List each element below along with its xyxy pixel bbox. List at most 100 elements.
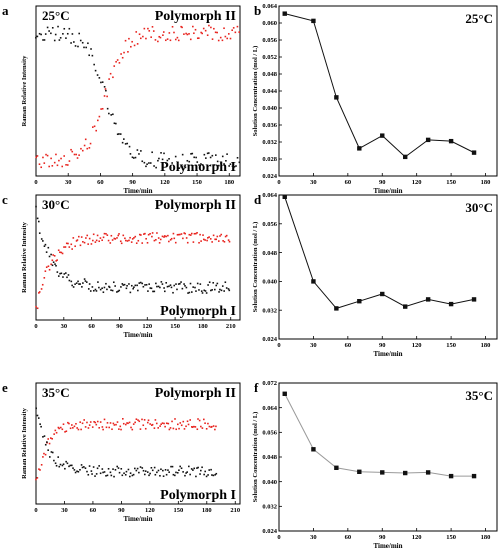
polymorph-ii-point (113, 65, 116, 67)
polymorph-i-point (173, 284, 176, 287)
polymorph-i-point (116, 291, 118, 293)
polymorph-i-point (102, 291, 105, 294)
polymorph-ii-point (67, 242, 69, 245)
x-tick-label: 90 (379, 179, 386, 186)
polymorph-ii-point (115, 60, 117, 63)
polymorph-i-point (164, 469, 167, 471)
concentration-point (311, 279, 316, 284)
polymorph-i-point (210, 468, 212, 471)
polymorph-ii-point (200, 31, 202, 34)
polymorph-ii-point (85, 237, 87, 239)
polymorph-ii-point (225, 234, 228, 237)
polymorph-i-point (132, 157, 135, 159)
polymorph-i-point (143, 473, 146, 476)
x-tick-label: 0 (277, 342, 280, 349)
polymorph-i-point (162, 469, 164, 472)
polymorph-ii-point (213, 27, 215, 30)
polymorph-i-point (96, 467, 99, 470)
polymorph-ii-point (73, 425, 76, 428)
polymorph-i-point (46, 441, 48, 443)
polymorph-ii-point (130, 426, 132, 429)
polymorph-ii-point (53, 433, 55, 435)
polymorph-ii-point (101, 426, 104, 428)
plot-frame (278, 194, 498, 340)
x-tick-label: 0 (277, 534, 280, 541)
polymorph-ii-point (133, 237, 135, 239)
polymorph-ii-point (190, 232, 193, 235)
polymorph-ii-point (63, 155, 65, 157)
polymorph-i-point (169, 284, 172, 286)
polymorph-i-point (76, 470, 78, 473)
polymorph-ii-point (42, 156, 44, 159)
polymorph-i-point (74, 471, 77, 474)
polymorph-i-point (122, 284, 125, 286)
polymorph-ii-point (170, 237, 173, 240)
polymorph-i-point (192, 469, 194, 471)
y-tick-label: 0.032 (262, 504, 277, 511)
polymorph-ii-point (43, 452, 45, 455)
polymorph-ii-point (124, 39, 127, 42)
polymorph-ii-point (72, 427, 74, 429)
polymorph-i-point (94, 288, 97, 291)
polymorph-ii-point (137, 239, 140, 242)
polymorph-ii-point (97, 119, 99, 122)
polymorph-i-point (183, 165, 186, 167)
polymorph-ii-point (53, 161, 56, 164)
polymorph-i-point (163, 287, 165, 289)
polymorph-ii-point (36, 155, 39, 157)
x-tick-label: 90 (118, 507, 125, 514)
polymorph-i-point (146, 471, 149, 473)
polymorph-i-point (118, 289, 121, 292)
polymorph-ii-point (113, 424, 116, 426)
polymorph-i-point (59, 272, 61, 275)
polymorph-ii-point (154, 419, 157, 421)
polymorph-ii-point (139, 37, 142, 40)
polymorph-i-point (108, 286, 111, 289)
polymorph-i-point (83, 46, 85, 49)
polymorph-i-point (223, 163, 225, 165)
polymorph-ii-point (43, 162, 46, 164)
polymorph-ii-point (202, 238, 205, 241)
polymorph-ii-point (191, 426, 194, 429)
polymorph-i-point (79, 39, 82, 42)
polymorph-i-point (194, 286, 196, 289)
x-axis-label: Time/min (123, 331, 152, 339)
polymorph-ii-point (153, 427, 156, 429)
polymorph-i-point (188, 465, 190, 468)
polymorph-ii-point (203, 418, 205, 421)
polymorph-ii-point (198, 241, 200, 244)
x-tick-label: 150 (446, 534, 456, 541)
polymorph-i-point (67, 274, 70, 276)
polymorph-ii-point (102, 236, 105, 239)
polymorph-i-point (179, 282, 181, 285)
polymorph-ii-point (88, 147, 91, 149)
polymorph-i-point (43, 39, 46, 41)
polymorph-ii-point (122, 418, 124, 420)
polymorph-i-point (91, 286, 94, 288)
polymorph-i-point (57, 275, 60, 277)
polymorph-i-point (175, 471, 177, 474)
polymorph-i-point (70, 280, 73, 283)
concentration-point (334, 465, 339, 470)
polymorph-ii-point (141, 418, 143, 421)
polymorph-i-point (95, 473, 98, 475)
polymorph-i-point (116, 465, 119, 468)
polymorph-ii-point (55, 431, 58, 434)
polymorph-ii-point (128, 421, 131, 424)
polymorph-ii-point (158, 242, 161, 244)
polymorph-ii-point (78, 154, 80, 156)
concentration-point (448, 473, 454, 479)
polymorph-ii-point (147, 233, 150, 236)
polymorph-ii-point (183, 428, 186, 430)
polymorph-ii-point (184, 232, 186, 235)
x-tick-label: 210 (226, 323, 236, 330)
polymorph-ii-point (182, 237, 184, 240)
polymorph-i-point (126, 142, 129, 145)
polymorph-i-point (134, 284, 137, 287)
polymorph-ii-point (162, 34, 164, 36)
x-tick-label: 60 (97, 179, 104, 186)
polymorph-i-point (87, 42, 89, 45)
polymorph-ii-point (124, 237, 126, 240)
x-tick-label: 30 (61, 323, 68, 330)
polymorph-ii-point (120, 242, 123, 245)
